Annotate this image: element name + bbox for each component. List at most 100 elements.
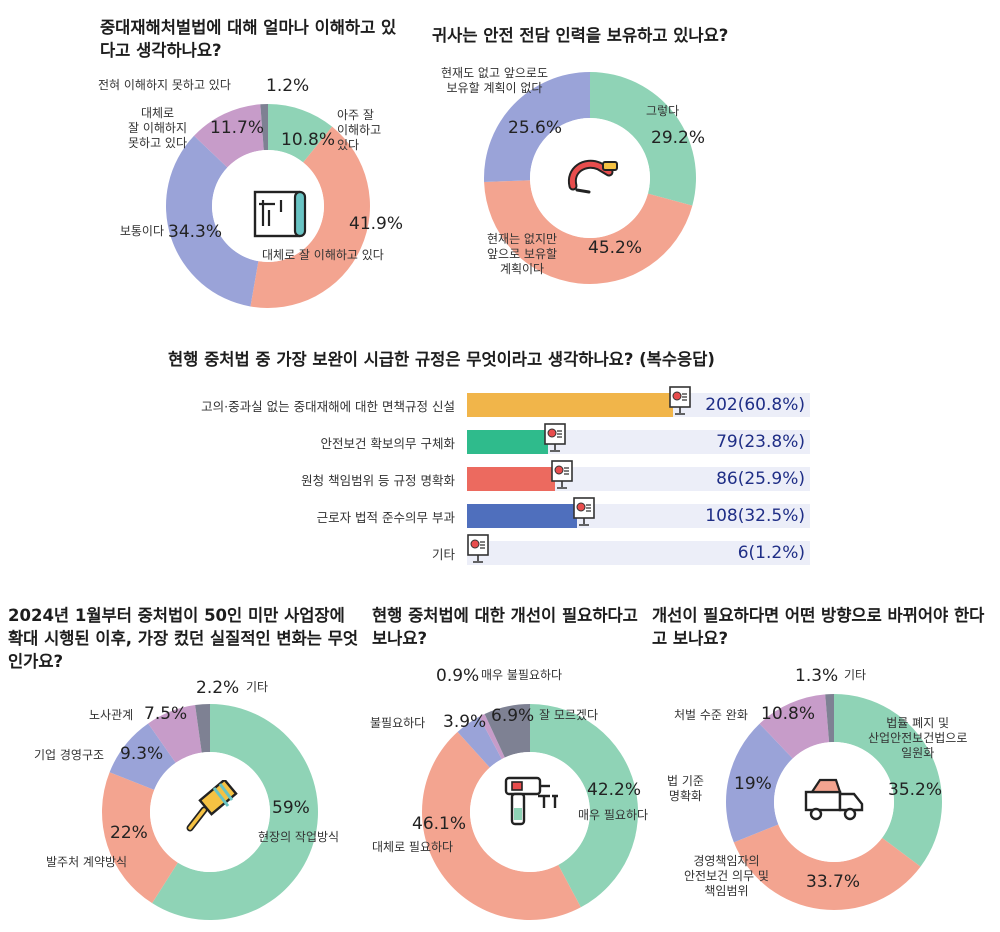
chart-title-direction: 개선이 필요하다면 어떤 방향으로 바뀌어야 한다고 보나요? — [652, 606, 985, 648]
bar-track-3 — [467, 497, 810, 528]
slice-pct-unsure: 6.9% — [491, 706, 535, 726]
slice-pct-unneeded: 3.9% — [443, 712, 487, 732]
slice-pct-mostly-not: 11.7% — [210, 118, 265, 138]
slice-label-contract: 발주처 계약방식 — [46, 855, 128, 869]
slice-pct-relax: 10.8% — [761, 704, 816, 724]
donut-chart-changes — [102, 704, 318, 920]
slice-pct-not-at-all: 1.2% — [266, 76, 310, 96]
slice-pct-planning: 45.2% — [588, 238, 643, 258]
slice-label-labor: 노사관계 — [89, 708, 134, 722]
donut-slice-3 — [479, 713, 505, 760]
donut-chart-direction — [726, 694, 942, 910]
slice-label-clarify: 법 기준 명확화 — [667, 774, 704, 803]
slice-pct-labor: 7.5% — [144, 704, 188, 724]
monitor-icon — [467, 534, 489, 563]
monitor-icon — [550, 460, 573, 489]
donut-slice-1 — [484, 180, 693, 284]
slice-label-structure: 기업 경영구조 — [34, 748, 105, 762]
slice-pct-no-plan: 25.6% — [508, 118, 563, 138]
slice-label-unneeded: 불필요하다 — [370, 716, 426, 730]
donut-chart-safety-staff — [484, 72, 696, 284]
slice-label-relax: 처벌 수준 완화 — [674, 708, 748, 722]
bar-0 — [467, 393, 673, 417]
monitor-icon — [543, 423, 566, 452]
slice-pct-average: 34.3% — [168, 222, 223, 242]
slice-label-executive: 경영책임자의 안전보건 의무 및 책임범위 — [684, 854, 769, 898]
donut-slice-0 — [152, 704, 318, 920]
clamp-icon — [563, 152, 623, 208]
bar-label-1: 안전보건 확보의무 구체화 — [320, 436, 455, 451]
bar-value-2: 86(25.9%) — [716, 469, 805, 489]
slice-pct-contract: 22% — [110, 823, 148, 843]
blueprint-icon — [251, 186, 315, 250]
slice-pct-clarify: 19% — [734, 774, 772, 794]
bar-value-4: 6(1.2%) — [737, 543, 805, 563]
donut-slice-4 — [260, 104, 268, 151]
monitor-icon — [573, 497, 595, 526]
donut-chart-improvement — [422, 704, 638, 920]
slice-pct-very-well: 10.8% — [281, 130, 336, 150]
slice-label-very-well: 아주 잘 이해하고 있다 — [337, 108, 382, 152]
bar-value-3: 108(32.5%) — [705, 506, 805, 526]
donut-slice-4 — [484, 704, 530, 758]
bar-label-4: 기타 — [431, 547, 455, 562]
chart-title-changes: 2024년 1월부터 중처법이 50인 미만 사업장에 확대 시행된 이후, 가… — [8, 606, 359, 671]
slice-pct-abolish: 35.2% — [888, 780, 943, 800]
slice-pct-other-changes: 2.2% — [196, 678, 240, 698]
donut-slice-0 — [590, 72, 696, 206]
slice-label-other-direction: 기타 — [844, 668, 867, 682]
slice-pct-other-direction: 1.3% — [795, 666, 839, 686]
chart-title-understanding: 중대재해처벌법에 대해 얼마나 이해하고 있다고 생각하나요? — [100, 18, 397, 60]
donut-slice-4 — [195, 704, 210, 753]
donut-slice-3 — [759, 694, 830, 759]
bar-track-0 — [467, 386, 810, 417]
slice-label-not-at-all: 전혀 이해하지 못하고 있다 — [98, 78, 231, 92]
donut-slice-1 — [250, 126, 371, 308]
slice-label-planning: 현재는 없지만 앞으로 보유할 계획이다 — [487, 232, 558, 276]
paint-brush-icon — [180, 778, 240, 844]
donut-slice-3 — [148, 705, 202, 763]
donut-slice-4 — [825, 694, 834, 743]
slice-pct-structure: 9.3% — [120, 744, 164, 764]
chart-title-safety-staff: 귀사는 안전 전담 인력을 보유하고 있나요? — [432, 26, 729, 45]
bar-2 — [467, 467, 555, 491]
donut-slice-2 — [457, 716, 502, 768]
slice-label-other-changes: 기타 — [246, 680, 269, 694]
bar-track-2 — [467, 460, 810, 491]
bar-value-0: 202(60.8%) — [705, 395, 805, 415]
chart-title-improvement: 현행 중처법에 대한 개선이 필요하다고 보나요? — [372, 606, 638, 648]
truck-icon — [802, 774, 866, 828]
slice-pct-mostly-needed: 46.1% — [412, 814, 467, 834]
slice-label-average: 보통이다 — [119, 224, 164, 238]
slice-label-mostly-needed: 대체로 필요하다 — [372, 840, 454, 854]
drill-icon — [500, 774, 560, 838]
bar-label-3: 근로자 법적 준수의무 부과 — [316, 510, 455, 525]
slice-pct-very-unneeded: 0.9% — [436, 666, 480, 686]
donut-slice-3 — [194, 104, 264, 168]
slice-pct-work-method: 59% — [272, 798, 310, 818]
slice-label-mostly-well: 대체로 잘 이해하고 있다 — [262, 248, 384, 262]
slice-label-work-method: 현장의 작업방식 — [258, 830, 340, 844]
bar-1 — [467, 430, 548, 454]
slice-label-unsure: 잘 모르겠다 — [539, 708, 599, 722]
bar-label-2: 원청 책임범위 등 규정 명확화 — [301, 473, 455, 488]
bar-track-4 — [467, 534, 810, 565]
donut-slice-2 — [726, 723, 793, 843]
donut-slice-0 — [268, 104, 333, 163]
bar-label-0: 고의·중과실 없는 중대재해에 대한 면책규정 신설 — [201, 399, 455, 414]
donut-slice-0 — [530, 704, 638, 908]
slice-label-abolish: 법률 폐지 및 산업안전보건법으로 일원화 — [868, 716, 968, 760]
donut-slice-1 — [422, 731, 581, 920]
donut-slice-1 — [733, 824, 921, 910]
donut-slice-1 — [102, 772, 178, 904]
donut-slice-2 — [484, 72, 590, 182]
donut-hole — [530, 118, 650, 238]
slice-label-mostly-not: 대체로 잘 이해하지 못하고 있다 — [128, 106, 188, 150]
slice-pct-yes: 29.2% — [651, 128, 706, 148]
slice-label-no-plan: 현재도 없고 앞으로도 보유할 계획이 없다 — [441, 66, 548, 95]
bar-track-1 — [467, 423, 810, 454]
slice-pct-executive: 33.7% — [806, 872, 861, 892]
slice-label-yes: 그렇다 — [646, 104, 680, 118]
slice-label-very-unneeded: 매우 불필요하다 — [481, 668, 563, 682]
chart-title-supplement: 현행 중처법 중 가장 보완이 시급한 규정은 무엇이라고 생각하나요? (복수… — [168, 350, 715, 369]
